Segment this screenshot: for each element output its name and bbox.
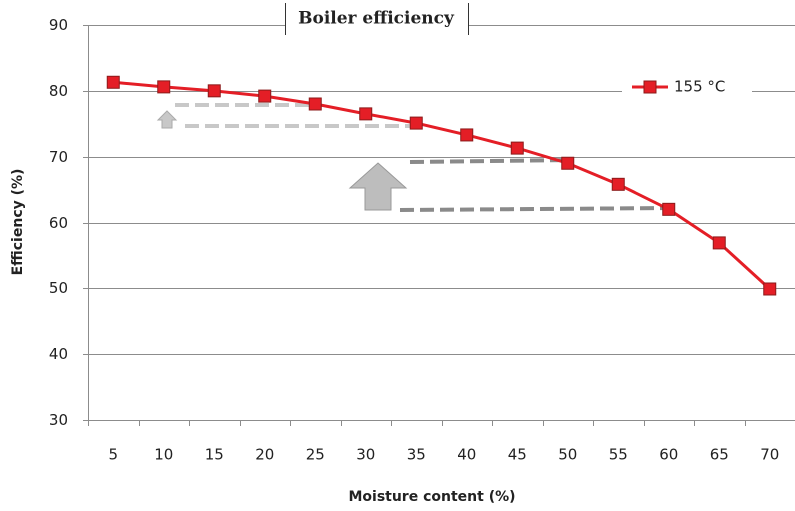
x-tick-label: 25 <box>306 446 325 464</box>
data-point <box>409 116 423 130</box>
arrow <box>156 110 178 129</box>
data-point <box>258 89 272 103</box>
legend-label: 155 °C <box>674 78 725 96</box>
dashed-guide <box>399 206 676 212</box>
legend-marker <box>643 80 657 94</box>
data-point <box>207 84 221 98</box>
data-point <box>662 202 676 216</box>
title-box <box>285 3 468 35</box>
y-tick-label: 50 <box>49 279 68 297</box>
data-point <box>106 75 120 89</box>
x-tick-label: 50 <box>558 446 577 464</box>
y-tick-label: 30 <box>49 411 68 429</box>
data-point <box>712 236 726 250</box>
data-point <box>510 141 524 155</box>
data-point <box>359 107 373 121</box>
data-point <box>157 80 171 94</box>
data-point <box>611 177 625 191</box>
x-tick-label: 45 <box>508 446 527 464</box>
annotations <box>156 103 676 212</box>
x-tick-label: 5 <box>108 446 118 464</box>
x-tick-label: 60 <box>659 446 678 464</box>
x-tick-label: 65 <box>710 446 729 464</box>
y-tick-label: 60 <box>49 214 68 232</box>
x-tick-label: 30 <box>356 446 375 464</box>
x-tick-label: 10 <box>154 446 173 464</box>
chart-title: Boiler efficiency <box>298 9 455 29</box>
x-tick-label: 15 <box>205 446 224 464</box>
data-point <box>308 97 322 111</box>
dashed-guide <box>409 158 571 164</box>
x-tick-label: 35 <box>407 446 426 464</box>
y-axis-title: Efficiency (%) <box>10 169 26 276</box>
x-tick-label: 70 <box>760 446 779 464</box>
data-point <box>763 282 777 296</box>
series-line <box>113 80 771 291</box>
y-tick-label: 90 <box>49 16 68 34</box>
data-point <box>460 128 474 142</box>
arrow <box>348 162 408 211</box>
x-tick-label: 40 <box>457 446 476 464</box>
data-point <box>561 156 575 170</box>
x-tick-label: 55 <box>609 446 628 464</box>
x-axis-title: Moisture content (%) <box>348 489 515 505</box>
y-tick-label: 70 <box>49 148 68 166</box>
y-tick-label: 80 <box>49 82 68 100</box>
x-tick-label: 20 <box>255 446 274 464</box>
y-tick-label: 40 <box>49 345 68 363</box>
